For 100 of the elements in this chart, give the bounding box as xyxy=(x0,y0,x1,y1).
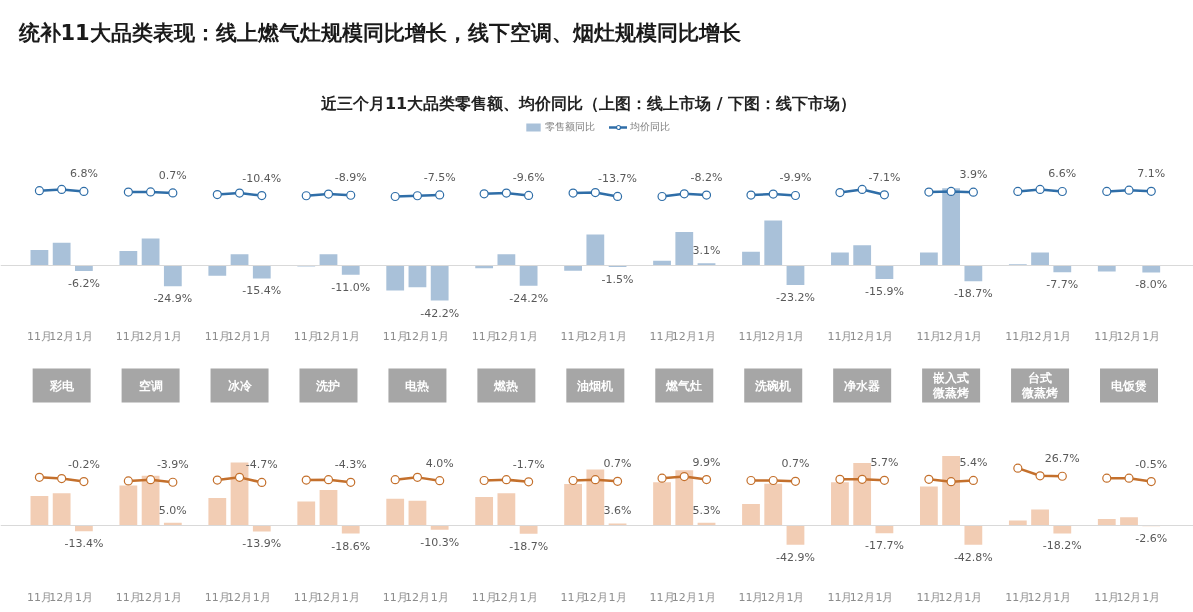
x-tick-label: 1月 xyxy=(1053,329,1072,343)
data-label: -9.6% xyxy=(512,171,545,185)
x-tick-label: 1月 xyxy=(964,590,983,604)
x-tick-label: 12月 xyxy=(1027,329,1053,343)
data-label: -15.4% xyxy=(242,284,282,298)
text: 电饭煲 xyxy=(1111,378,1148,393)
x-tick-label: 1月 xyxy=(786,590,805,604)
data-label: -0.5% xyxy=(1135,457,1168,471)
x-tick-label: 1月 xyxy=(608,329,627,343)
data-label: -7.5% xyxy=(423,170,456,184)
text: 台式微蒸烤 xyxy=(1021,370,1059,401)
data-label: 0.7% xyxy=(603,457,632,471)
x-tick-label: 1月 xyxy=(697,590,716,604)
data-label: -18.7% xyxy=(509,539,549,553)
data-label: 3.6% xyxy=(603,504,632,518)
data-label: 5.3% xyxy=(692,503,721,517)
x-tick-label: 12月 xyxy=(227,590,253,604)
data-label: -8.0% xyxy=(1135,278,1168,292)
x-tick-label: 12月 xyxy=(138,590,164,604)
data-label: -42.8% xyxy=(953,550,993,564)
data-label: -10.4% xyxy=(242,171,282,185)
data-label: -15.9% xyxy=(864,284,904,298)
x-tick-label: 12月 xyxy=(1027,590,1053,604)
x-tick-label: 12月 xyxy=(849,590,875,604)
x-tick-label: 1月 xyxy=(875,590,894,604)
data-label: -42.2% xyxy=(420,306,460,320)
text: 空调 xyxy=(138,378,163,393)
text: 油烟机 xyxy=(576,378,614,393)
data-label: 0.7% xyxy=(158,168,187,182)
data-label: 5.7% xyxy=(870,456,899,470)
x-tick-label: 1月 xyxy=(1053,590,1072,604)
data-label: -0.2% xyxy=(67,457,100,471)
data-label: -24.9% xyxy=(153,292,193,306)
legend-label: 均价同比 xyxy=(629,120,670,134)
data-label: -10.3% xyxy=(420,535,460,549)
x-tick-label: 11月 xyxy=(26,590,52,604)
data-label: 3.9% xyxy=(959,168,988,182)
data-label: -13.7% xyxy=(598,172,638,186)
data-label: -8.2% xyxy=(690,171,723,185)
chart-title: 统补11大品类表现：线上燃气灶规模同比增长，线下空调、烟灶规模同比增长 xyxy=(17,20,742,45)
data-label: -18.7% xyxy=(953,287,993,301)
data-label: 9.9% xyxy=(692,455,721,469)
x-tick-label: 11月 xyxy=(26,329,52,343)
x-tick-label: 1月 xyxy=(430,590,449,604)
data-label: -13.9% xyxy=(242,537,282,551)
x-tick-label: 12月 xyxy=(938,329,964,343)
x-tick-label: 12月 xyxy=(1116,590,1142,604)
data-label: -7.7% xyxy=(1046,278,1079,292)
data-label: -13.4% xyxy=(64,537,104,551)
x-tick-label: 1月 xyxy=(608,590,627,604)
data-label: 4.0% xyxy=(425,456,454,470)
x-tick-label: 1月 xyxy=(252,590,271,604)
data-label: 7.1% xyxy=(1137,167,1166,181)
x-tick-label: 12月 xyxy=(849,329,875,343)
x-tick-label: 1月 xyxy=(341,329,360,343)
data-label: -3.9% xyxy=(156,458,189,472)
x-tick-label: 12月 xyxy=(760,590,786,604)
x-tick-label: 12月 xyxy=(760,329,786,343)
x-tick-label: 12月 xyxy=(227,329,253,343)
data-label: 6.8% xyxy=(69,167,98,181)
data-label: -11.0% xyxy=(331,280,371,294)
x-tick-label: 12月 xyxy=(938,590,964,604)
data-label: 26.7% xyxy=(1044,452,1080,466)
x-tick-label: 1月 xyxy=(519,329,538,343)
data-label: -23.2% xyxy=(776,290,815,304)
x-tick-label: 1月 xyxy=(163,329,182,343)
x-tick-label: 1月 xyxy=(964,329,983,343)
data-label: -18.6% xyxy=(331,539,371,553)
x-tick-label: 1月 xyxy=(74,329,93,343)
data-label: -24.2% xyxy=(509,291,549,305)
data-label: 3.1% xyxy=(692,244,721,258)
x-tick-label: 1月 xyxy=(163,590,182,604)
data-label: -1.7% xyxy=(512,457,545,471)
x-tick-label: 1月 xyxy=(875,329,894,343)
data-label: -1.5% xyxy=(601,273,634,287)
data-label: 0.7% xyxy=(781,457,810,471)
text: 洗碗机 xyxy=(754,378,792,393)
x-tick-label: 12月 xyxy=(49,329,75,343)
data-label: -17.7% xyxy=(864,539,904,553)
text: 嵌入式微蒸烤 xyxy=(932,370,970,401)
data-label: -2.6% xyxy=(1135,532,1168,546)
x-tick-label: 1月 xyxy=(519,590,538,604)
text: 电热 xyxy=(405,378,430,393)
data-label: -4.3% xyxy=(334,458,367,472)
x-tick-label: 1月 xyxy=(74,590,93,604)
x-tick-label: 1月 xyxy=(786,329,805,343)
x-tick-label: 1月 xyxy=(430,329,449,343)
x-tick-label: 12月 xyxy=(49,590,75,604)
data-label: -42.9% xyxy=(776,550,815,564)
legend-label: 零售额同比 xyxy=(544,120,595,134)
text: 净水器 xyxy=(844,378,881,393)
x-tick-label: 1月 xyxy=(1142,590,1161,604)
data-label: -9.9% xyxy=(779,171,812,185)
chart-subtitle: 近三个月11大品类零售额、均价同比（上图：线上市场 / 下图：线下市场） xyxy=(319,94,857,113)
text: 燃热 xyxy=(493,378,519,393)
data-label: -7.1% xyxy=(868,170,901,184)
x-tick-label: 12月 xyxy=(138,329,164,343)
text: 燃气灶 xyxy=(665,378,703,393)
data-label: -18.2% xyxy=(1042,539,1082,553)
x-tick-label: 1月 xyxy=(1142,329,1161,343)
